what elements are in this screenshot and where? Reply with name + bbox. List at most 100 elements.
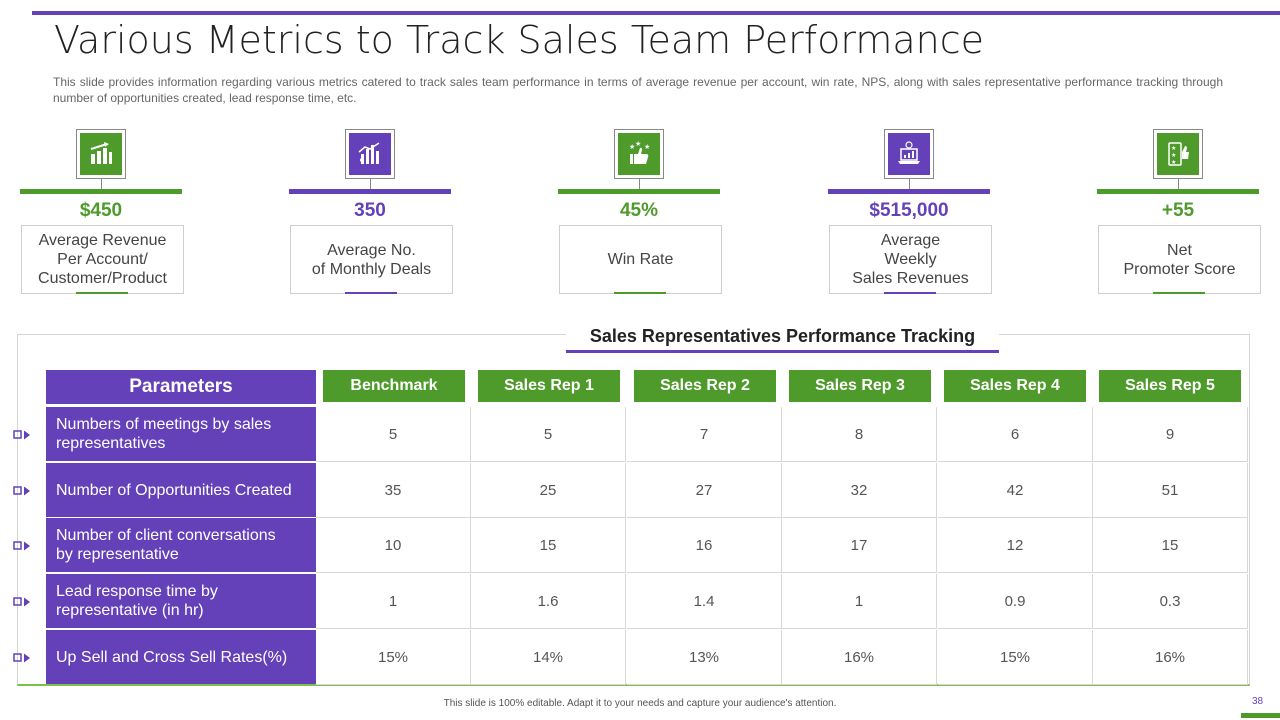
metric-underline: [76, 292, 128, 294]
metric-label: Win Rate: [559, 225, 722, 294]
svg-text:★: ★: [629, 143, 635, 151]
metric-label-line: of Monthly Deals: [311, 260, 432, 278]
value-cell: 15: [1093, 518, 1248, 573]
parameter-line: by representative: [56, 546, 179, 563]
footer-note: This slide is 100% editable. Adapt it to…: [443, 698, 837, 709]
parameter-line: Lead response time by: [56, 583, 218, 600]
value-cell: 8: [782, 407, 937, 462]
metric-accent-bar: [20, 189, 182, 194]
connector-line: [370, 179, 371, 189]
value-cell: 1.6: [471, 574, 626, 629]
page-title: Various Metrics to Track Sales Team Perf…: [54, 18, 985, 62]
value-cell: 9: [1093, 407, 1248, 462]
metric-label: Average Weekly Sales Revenues: [829, 225, 992, 294]
metric-value: $515,000: [869, 200, 949, 221]
metric-label-line: Customer/Product: [38, 270, 167, 287]
value-cell: 15%: [316, 630, 471, 685]
column-header-sales-rep-4: Sales Rep 4: [944, 370, 1086, 402]
value-cell: 51: [1093, 463, 1248, 518]
metric-card-avg-revenue: $450 Average Revenue Per Account/ Custom…: [20, 129, 184, 295]
metric-label-line: Per Account/: [57, 251, 148, 268]
value-cell: 1: [316, 574, 471, 629]
metric-icon-frame: [345, 129, 395, 179]
column-header-benchmark: Benchmark: [323, 370, 465, 402]
metric-icon-frame: ★ ★ ★: [614, 129, 664, 179]
connector-line: [101, 179, 102, 189]
value-cell: 6: [938, 407, 1093, 462]
value-cell: 0.9: [938, 574, 1093, 629]
parameter-cell: Number of client conversations by represe…: [46, 518, 316, 572]
column-header-sales-rep-2: Sales Rep 2: [634, 370, 776, 402]
promoter-rating-icon: ★ ★ ★: [1168, 142, 1189, 166]
value-cell: 42: [938, 463, 1093, 518]
thumbs-up-stars-icon: ★ ★ ★: [629, 140, 650, 164]
parameters-header: Parameters: [46, 370, 316, 404]
parameter-line: representative (in hr): [56, 602, 204, 619]
value-cell: 16%: [782, 630, 937, 685]
metric-card-weekly-revenues: $515,000 Average Weekly Sales Revenues: [828, 129, 992, 295]
metric-underline: [1153, 292, 1205, 294]
value-cell: 27: [627, 463, 782, 518]
value-cell: 17: [782, 518, 937, 573]
metric-label: Average Revenue Per Account/ Customer/Pr…: [21, 225, 184, 294]
parameter-line: representatives: [56, 435, 166, 452]
metric-label-line: Sales Revenues: [852, 270, 969, 287]
parameter-cell: Numbers of meetings by sales representati…: [46, 407, 316, 461]
value-cell: 7: [627, 407, 782, 462]
metric-icon-frame: [76, 129, 126, 179]
table-row: Number of Opportunities Created 35 25 27…: [46, 463, 1250, 518]
svg-text:★: ★: [644, 143, 650, 151]
metric-label-line: Average No.: [327, 241, 416, 259]
metric-icon-frame: [884, 129, 934, 179]
parameter-line: Up Sell and Cross Sell Rates(%): [56, 648, 288, 666]
metric-label-line: Average: [880, 232, 941, 249]
table-row: Up Sell and Cross Sell Rates(%) 15% 14% …: [46, 630, 1250, 685]
value-cell: 15: [471, 518, 626, 573]
value-cell: 1: [782, 574, 937, 629]
metric-value: $450: [79, 200, 123, 221]
row-bullet-icon: [13, 653, 30, 663]
metric-accent-bar: [289, 189, 451, 194]
svg-text:★: ★: [1171, 159, 1176, 166]
metric-label-line: Average Revenue: [38, 232, 167, 249]
value-cell: 5: [471, 407, 626, 462]
parameter-cell: Number of Opportunities Created: [46, 463, 316, 517]
tracking-panel-title: Sales Representatives Performance Tracki…: [566, 324, 999, 353]
column-header-sales-rep-5: Sales Rep 5: [1099, 370, 1241, 402]
parameter-line: Number of Opportunities Created: [56, 481, 292, 499]
row-bullet-icon: [13, 486, 30, 496]
column-header-sales-rep-3: Sales Rep 3: [789, 370, 931, 402]
metric-label-line: Win Rate: [607, 251, 674, 268]
value-cell: 0.3: [1093, 574, 1248, 629]
metric-label: Net Promoter Score: [1098, 225, 1261, 294]
value-cell: 25: [471, 463, 626, 518]
table-row: Number of client conversations by represe…: [46, 518, 1250, 573]
metric-accent-bar: [828, 189, 990, 194]
value-cell: 13%: [627, 630, 782, 685]
svg-text:★: ★: [635, 140, 641, 148]
value-cell: 16%: [1093, 630, 1248, 685]
connector-line: [1178, 179, 1179, 189]
svg-text:★: ★: [1171, 145, 1176, 152]
connector-line: [639, 179, 640, 189]
parameter-line: Number of client conversations: [56, 527, 276, 544]
metric-value: +55: [1161, 200, 1195, 221]
metric-card-monthly-deals: 350 Average No. of Monthly Deals: [289, 129, 453, 295]
page-subtitle: This slide provides information regardin…: [53, 75, 1223, 105]
metric-accent-bar: [558, 189, 720, 194]
metric-card-win-rate: ★ ★ ★ 45% Win Rate: [558, 129, 722, 295]
top-accent-bar: [32, 11, 1280, 15]
page-number: 38: [1252, 696, 1264, 707]
svg-text:★: ★: [1171, 152, 1176, 159]
metric-label-line: Net: [1167, 241, 1192, 259]
parameter-cell: Lead response time by representative (in …: [46, 574, 316, 628]
growth-chart-icon: [90, 142, 112, 164]
metric-accent-bar: [1097, 189, 1259, 194]
parameter-cell: Up Sell and Cross Sell Rates(%): [46, 630, 316, 684]
value-cell: 10: [316, 518, 471, 573]
connector-line: [909, 179, 910, 189]
table-row: Numbers of meetings by sales representati…: [46, 407, 1250, 462]
row-bullet-icon: [13, 597, 30, 607]
metric-underline: [614, 292, 666, 294]
value-cell: 35: [316, 463, 471, 518]
